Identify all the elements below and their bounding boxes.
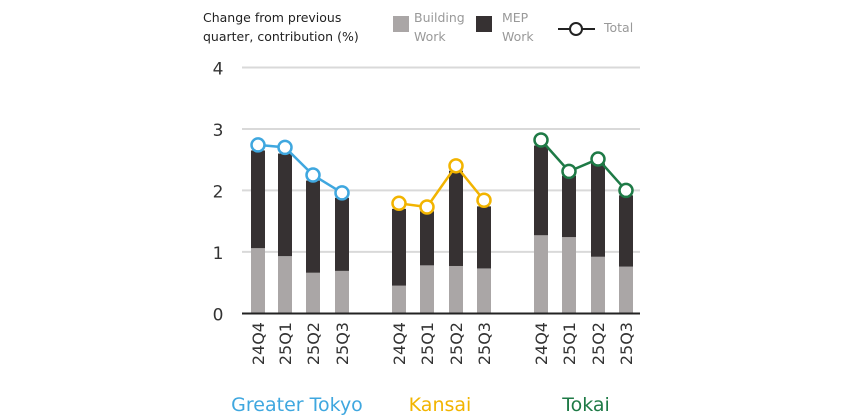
group-labels: Greater Tokyo Kansai Tokai	[231, 394, 610, 416]
x-tick-label: 25Q3	[333, 322, 352, 365]
x-tick-label: 25Q1	[418, 322, 437, 365]
title-line-1: Change from previous	[203, 10, 341, 25]
bar-mep	[591, 163, 605, 257]
total-lines	[250, 132, 634, 215]
bar-building	[335, 270, 349, 314]
bar-mep	[477, 206, 491, 269]
legend-label-mep-1: MEP	[502, 10, 529, 25]
bar-building	[251, 248, 265, 314]
title-line-2: quarter, contribution (%)	[203, 29, 359, 44]
total-marker	[618, 182, 634, 199]
bar-mep	[534, 145, 548, 236]
total-line	[540, 139, 627, 192]
group-label: Greater Tokyo	[231, 394, 363, 416]
bar-building	[420, 265, 434, 314]
total-marker	[419, 199, 435, 215]
x-tick-label: 24Q4	[249, 322, 268, 365]
total-marker	[305, 167, 321, 183]
legend-label-mep-2: Work	[502, 29, 534, 44]
total-marker	[533, 132, 549, 148]
bar-building	[392, 285, 406, 314]
x-tick-label: 25Q1	[560, 322, 579, 365]
x-tick-label: 25Q2	[304, 322, 323, 365]
x-tick-label: 25Q3	[617, 322, 636, 365]
total-marker	[391, 195, 407, 212]
bar-mep	[306, 180, 320, 273]
legend-label-building-1: Building	[414, 10, 465, 25]
y-tick-label: 1	[213, 244, 224, 264]
group-label: Tokai	[561, 394, 610, 416]
x-tick-label: 24Q4	[390, 322, 409, 365]
y-axis-ticks: 0 1 2 3 4	[213, 60, 224, 326]
chart-title: Change from previous quarter, contributi…	[203, 10, 359, 44]
bar-building	[477, 268, 491, 314]
bar-mep	[562, 175, 576, 238]
bar-building	[306, 272, 320, 314]
total-marker	[448, 158, 464, 174]
bar-building	[591, 256, 605, 314]
x-tick-label: 25Q3	[475, 322, 494, 365]
total-line	[257, 143, 343, 194]
legend-label-total: Total	[603, 20, 633, 35]
bar-building	[619, 266, 633, 314]
legend-marker-total	[569, 22, 583, 36]
x-tick-label: 25Q2	[447, 322, 466, 365]
group-label: Kansai	[409, 394, 472, 416]
x-axis-labels: 24Q4 25Q1 25Q2 25Q3 24Q4 25Q1 25Q2 25Q3 24Q4 25Q1…	[249, 322, 636, 365]
bar-mep	[420, 211, 434, 266]
total-marker	[334, 185, 350, 201]
y-tick-label: 4	[213, 60, 224, 80]
bar-mep	[619, 195, 633, 267]
total-marker	[277, 139, 293, 156]
bar-mep	[278, 153, 292, 257]
legend-label-building-2: Work	[414, 29, 446, 44]
y-tick-label: 3	[213, 121, 224, 141]
bars	[251, 145, 633, 314]
y-tick-label: 0	[213, 305, 224, 325]
total-marker	[561, 163, 577, 180]
total-line	[398, 163, 485, 209]
bar-mep	[392, 208, 406, 286]
x-tick-label: 25Q1	[276, 322, 295, 365]
gridlines	[242, 66, 640, 253]
bar-building	[278, 256, 292, 314]
legend-swatch-mep	[476, 16, 492, 32]
legend: Building Work MEP Work Total	[393, 10, 633, 44]
x-tick-label: 24Q4	[532, 322, 551, 365]
x-tick-label: 25Q2	[589, 322, 608, 365]
bar-building	[449, 265, 463, 314]
bar-mep	[335, 197, 349, 271]
legend-swatch-building	[393, 16, 409, 32]
total-marker	[250, 137, 266, 153]
total-marker	[476, 192, 492, 208]
bar-building	[534, 235, 548, 314]
total-marker	[590, 151, 606, 167]
y-tick-label: 2	[213, 182, 224, 202]
bar-mep	[449, 170, 463, 266]
bar-building	[562, 237, 576, 314]
bar-mep	[251, 150, 265, 249]
